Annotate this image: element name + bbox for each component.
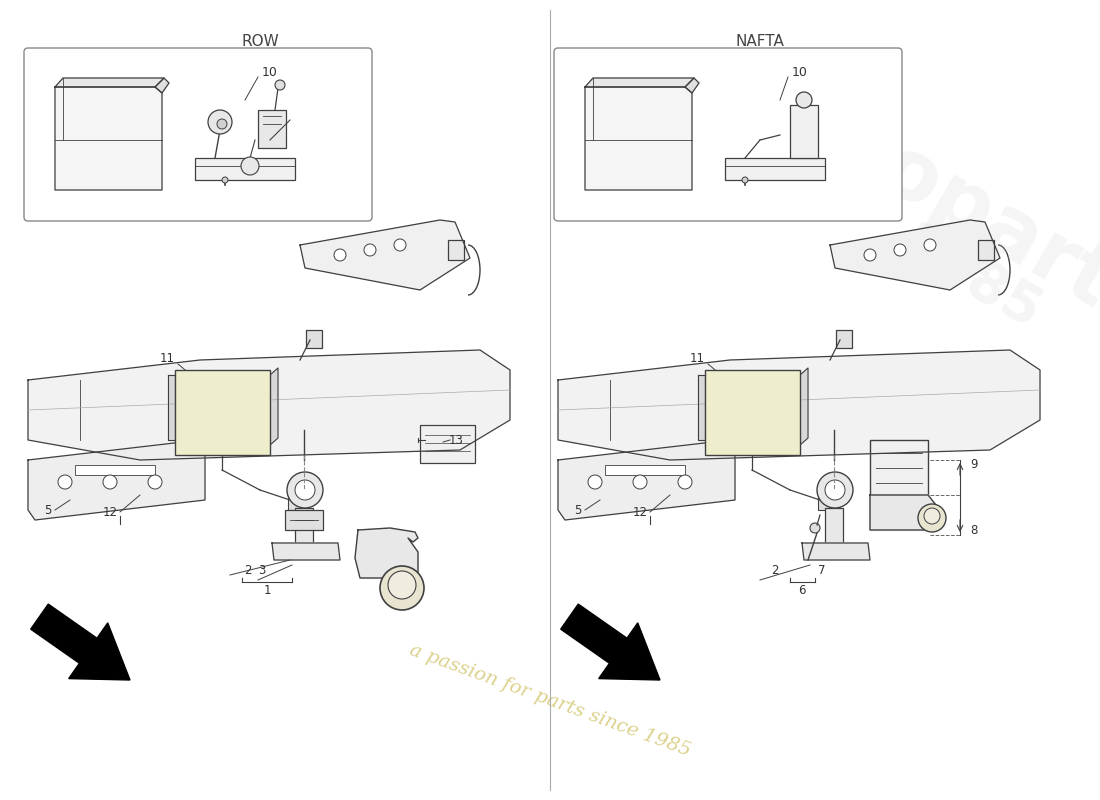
Bar	[818, 496, 836, 510]
Circle shape	[287, 472, 323, 508]
Bar	[836, 330, 852, 348]
Circle shape	[394, 239, 406, 251]
Circle shape	[148, 475, 162, 489]
Bar	[195, 158, 295, 180]
Polygon shape	[830, 220, 1000, 290]
Bar	[725, 158, 825, 180]
Polygon shape	[561, 604, 660, 680]
Text: 2: 2	[244, 563, 252, 577]
Text: 1: 1	[263, 583, 271, 597]
Text: NAFTA: NAFTA	[736, 34, 784, 50]
Text: 1985: 1985	[890, 218, 1050, 342]
Bar	[790, 105, 818, 158]
Text: 12: 12	[102, 506, 118, 518]
Bar	[978, 240, 994, 260]
Polygon shape	[585, 78, 694, 87]
Circle shape	[103, 475, 117, 489]
Bar	[870, 440, 928, 495]
Bar	[420, 425, 475, 463]
Polygon shape	[270, 368, 278, 445]
Text: 2: 2	[771, 563, 779, 577]
Circle shape	[275, 80, 285, 90]
Polygon shape	[31, 604, 130, 680]
Circle shape	[817, 472, 852, 508]
Circle shape	[222, 177, 228, 183]
Circle shape	[810, 523, 820, 533]
Text: ROW: ROW	[241, 34, 279, 50]
Polygon shape	[300, 220, 470, 290]
Circle shape	[208, 110, 232, 134]
Polygon shape	[558, 440, 735, 520]
Text: 7: 7	[818, 563, 826, 577]
Text: europarts: europarts	[730, 50, 1100, 350]
Circle shape	[742, 177, 748, 183]
Bar	[605, 465, 685, 475]
Circle shape	[58, 475, 72, 489]
Circle shape	[632, 475, 647, 489]
Circle shape	[924, 508, 940, 524]
Circle shape	[241, 157, 258, 175]
Polygon shape	[55, 78, 164, 87]
Text: 13: 13	[449, 434, 463, 446]
Polygon shape	[685, 78, 698, 93]
Bar	[705, 370, 800, 455]
Polygon shape	[558, 350, 1040, 460]
Text: 12: 12	[632, 506, 648, 518]
Circle shape	[924, 239, 936, 251]
Bar	[75, 465, 155, 475]
Circle shape	[864, 249, 876, 261]
Circle shape	[825, 480, 845, 500]
Polygon shape	[802, 543, 870, 560]
Text: 5: 5	[44, 503, 52, 517]
Circle shape	[217, 119, 227, 129]
Text: 6: 6	[799, 583, 805, 597]
Bar	[448, 240, 464, 260]
Circle shape	[918, 504, 946, 532]
Polygon shape	[155, 78, 169, 93]
Circle shape	[796, 92, 812, 108]
Bar	[825, 508, 843, 543]
Polygon shape	[272, 543, 340, 560]
Polygon shape	[28, 350, 510, 460]
Bar	[258, 110, 286, 148]
Polygon shape	[800, 368, 808, 445]
Text: 11: 11	[690, 351, 704, 365]
Circle shape	[295, 480, 315, 500]
Polygon shape	[168, 375, 175, 440]
Text: 8: 8	[970, 523, 978, 537]
Text: 10: 10	[792, 66, 807, 78]
Polygon shape	[55, 87, 162, 190]
Polygon shape	[585, 87, 692, 190]
Text: 10: 10	[262, 66, 278, 78]
Text: a passion for parts since 1985: a passion for parts since 1985	[407, 641, 693, 759]
Bar	[306, 330, 322, 348]
Text: 11: 11	[160, 351, 175, 365]
Circle shape	[334, 249, 346, 261]
Polygon shape	[870, 495, 940, 530]
Polygon shape	[28, 440, 205, 520]
Polygon shape	[698, 375, 705, 440]
FancyBboxPatch shape	[554, 48, 902, 221]
Bar	[175, 370, 270, 455]
Circle shape	[388, 571, 416, 599]
Bar	[285, 510, 323, 530]
Polygon shape	[355, 528, 418, 578]
Circle shape	[678, 475, 692, 489]
Text: 5: 5	[574, 503, 582, 517]
Text: 9: 9	[970, 458, 978, 471]
Circle shape	[588, 475, 602, 489]
Text: 3: 3	[258, 563, 266, 577]
Circle shape	[894, 244, 906, 256]
Circle shape	[364, 244, 376, 256]
Bar	[295, 508, 313, 543]
FancyBboxPatch shape	[24, 48, 372, 221]
Circle shape	[379, 566, 424, 610]
Bar	[288, 496, 306, 510]
